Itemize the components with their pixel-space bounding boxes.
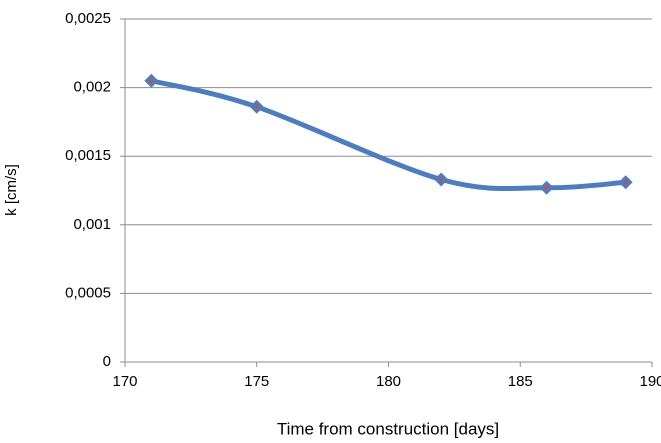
data-point [539,180,554,195]
x-tick-label: 185 [508,373,533,390]
y-tick-label: 0,0025 [65,10,111,27]
y-tick-label: 0,002 [73,79,111,96]
data-point [434,172,449,187]
x-tick-label: 190 [639,373,661,390]
x-tick-label: 180 [376,373,401,390]
data-point [144,73,159,88]
y-tick-label: 0 [103,353,111,370]
y-tick-label: 0,001 [73,216,111,233]
x-axis-title: Time from construction [days] [277,419,499,438]
data-point [618,175,633,190]
marker-dot [254,104,259,109]
marker-dot [439,177,444,182]
marker-dot [544,185,549,190]
x-tick-label: 175 [244,373,269,390]
y-tick-label: 0,0005 [65,284,111,301]
series-line [150,78,626,192]
data-point [249,99,264,114]
y-axis-title: k [cm/s] [3,164,20,216]
y-tick-label: 0,0015 [65,147,111,164]
marker-dot [623,180,628,185]
x-tick-label: 170 [112,373,137,390]
marker-dot [149,78,154,83]
